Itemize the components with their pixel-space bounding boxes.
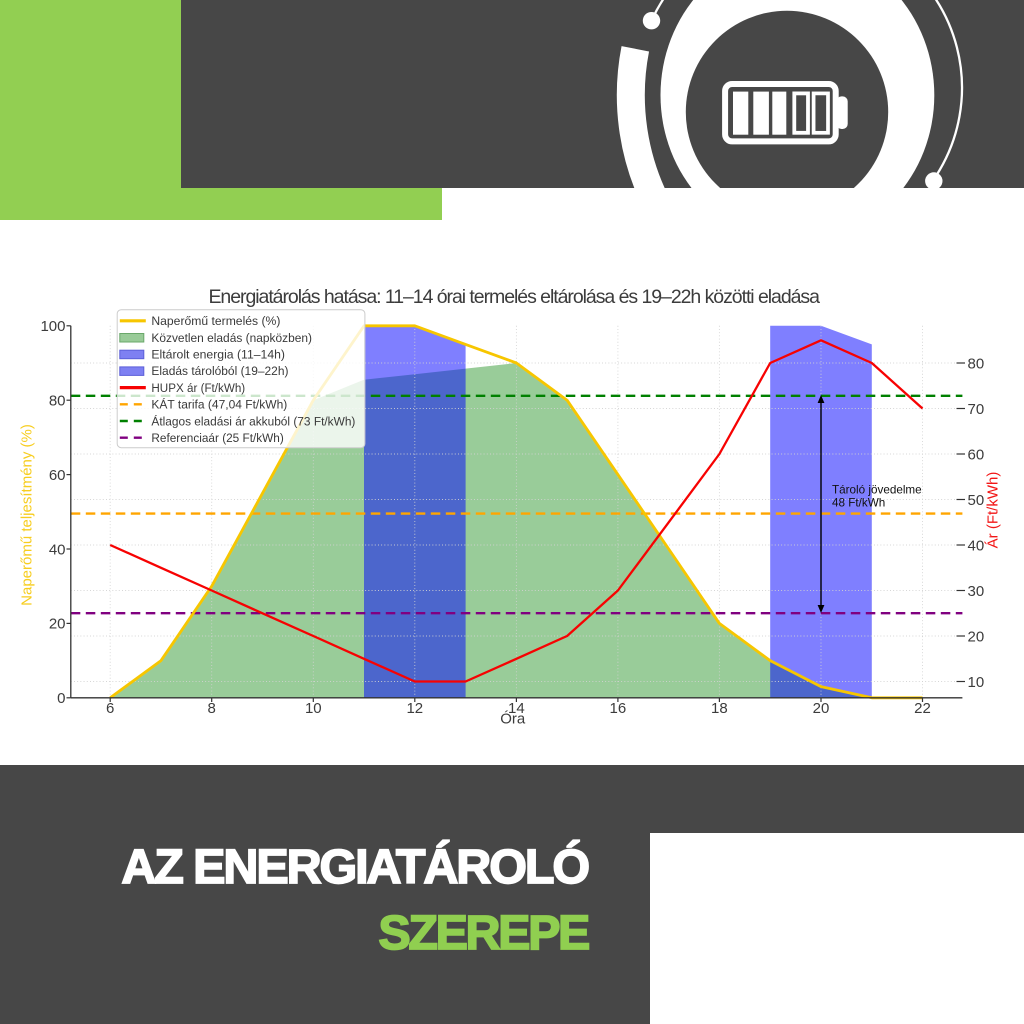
svg-text:Eladás tárolóból (19–22h): Eladás tárolóból (19–22h)	[151, 364, 288, 378]
svg-text:Átlagos eladási ár akkuból (73: Átlagos eladási ár akkuból (73 Ft/kWh)	[151, 413, 355, 428]
svg-text:48 Ft/kWh: 48 Ft/kWh	[832, 496, 885, 509]
svg-text:80: 80	[968, 355, 985, 372]
svg-text:Energiatárolás hatása: 11–14 ó: Energiatárolás hatása: 11–14 órai termel…	[208, 286, 820, 308]
svg-text:KÁT tarifa (47,04 Ft/kWh): KÁT tarifa (47,04 Ft/kWh)	[151, 397, 287, 412]
svg-text:10: 10	[305, 700, 322, 717]
svg-text:6: 6	[106, 700, 114, 717]
svg-text:14: 14	[508, 700, 525, 717]
svg-text:Tároló jövedelme: Tároló jövedelme	[832, 483, 922, 496]
svg-text:8: 8	[208, 700, 216, 717]
svg-text:22: 22	[914, 700, 931, 717]
svg-text:HUPX ár (Ft/kWh): HUPX ár (Ft/kWh)	[151, 381, 245, 395]
svg-text:40: 40	[49, 541, 66, 558]
svg-text:60: 60	[49, 467, 66, 484]
svg-text:Eltárolt energia (11–14h): Eltárolt energia (11–14h)	[151, 348, 285, 362]
svg-text:10: 10	[968, 674, 985, 691]
svg-text:16: 16	[610, 700, 627, 717]
svg-text:20: 20	[813, 700, 830, 717]
svg-text:100: 100	[40, 318, 65, 335]
svg-text:20: 20	[968, 628, 985, 645]
svg-text:12: 12	[406, 700, 423, 717]
svg-text:18: 18	[711, 700, 728, 717]
svg-text:Óra: Óra	[500, 711, 526, 728]
svg-text:30: 30	[968, 583, 985, 600]
svg-text:40: 40	[968, 537, 985, 554]
svg-text:Közvetlen eladás (napközben): Közvetlen eladás (napközben)	[151, 331, 312, 345]
svg-text:0: 0	[57, 690, 65, 707]
svg-text:80: 80	[49, 393, 66, 410]
svg-text:Ár (Ft/kWh): Ár (Ft/kWh)	[985, 472, 1002, 549]
svg-text:70: 70	[968, 401, 985, 418]
svg-text:60: 60	[968, 446, 985, 463]
svg-text:50: 50	[968, 492, 985, 509]
svg-text:Referenciaár (25 Ft/kWh): Referenciaár (25 Ft/kWh)	[151, 431, 283, 445]
svg-text:20: 20	[49, 616, 66, 633]
svg-text:Naperőmű teljesítmény (%): Naperőmű teljesítmény (%)	[19, 424, 36, 606]
svg-text:SZEREPE: SZEREPE	[378, 906, 589, 960]
svg-text:AZ ENERGIATÁROLÓ: AZ ENERGIATÁROLÓ	[121, 839, 588, 894]
svg-text:Naperőmű termelés (%): Naperőmű termelés (%)	[151, 314, 280, 328]
